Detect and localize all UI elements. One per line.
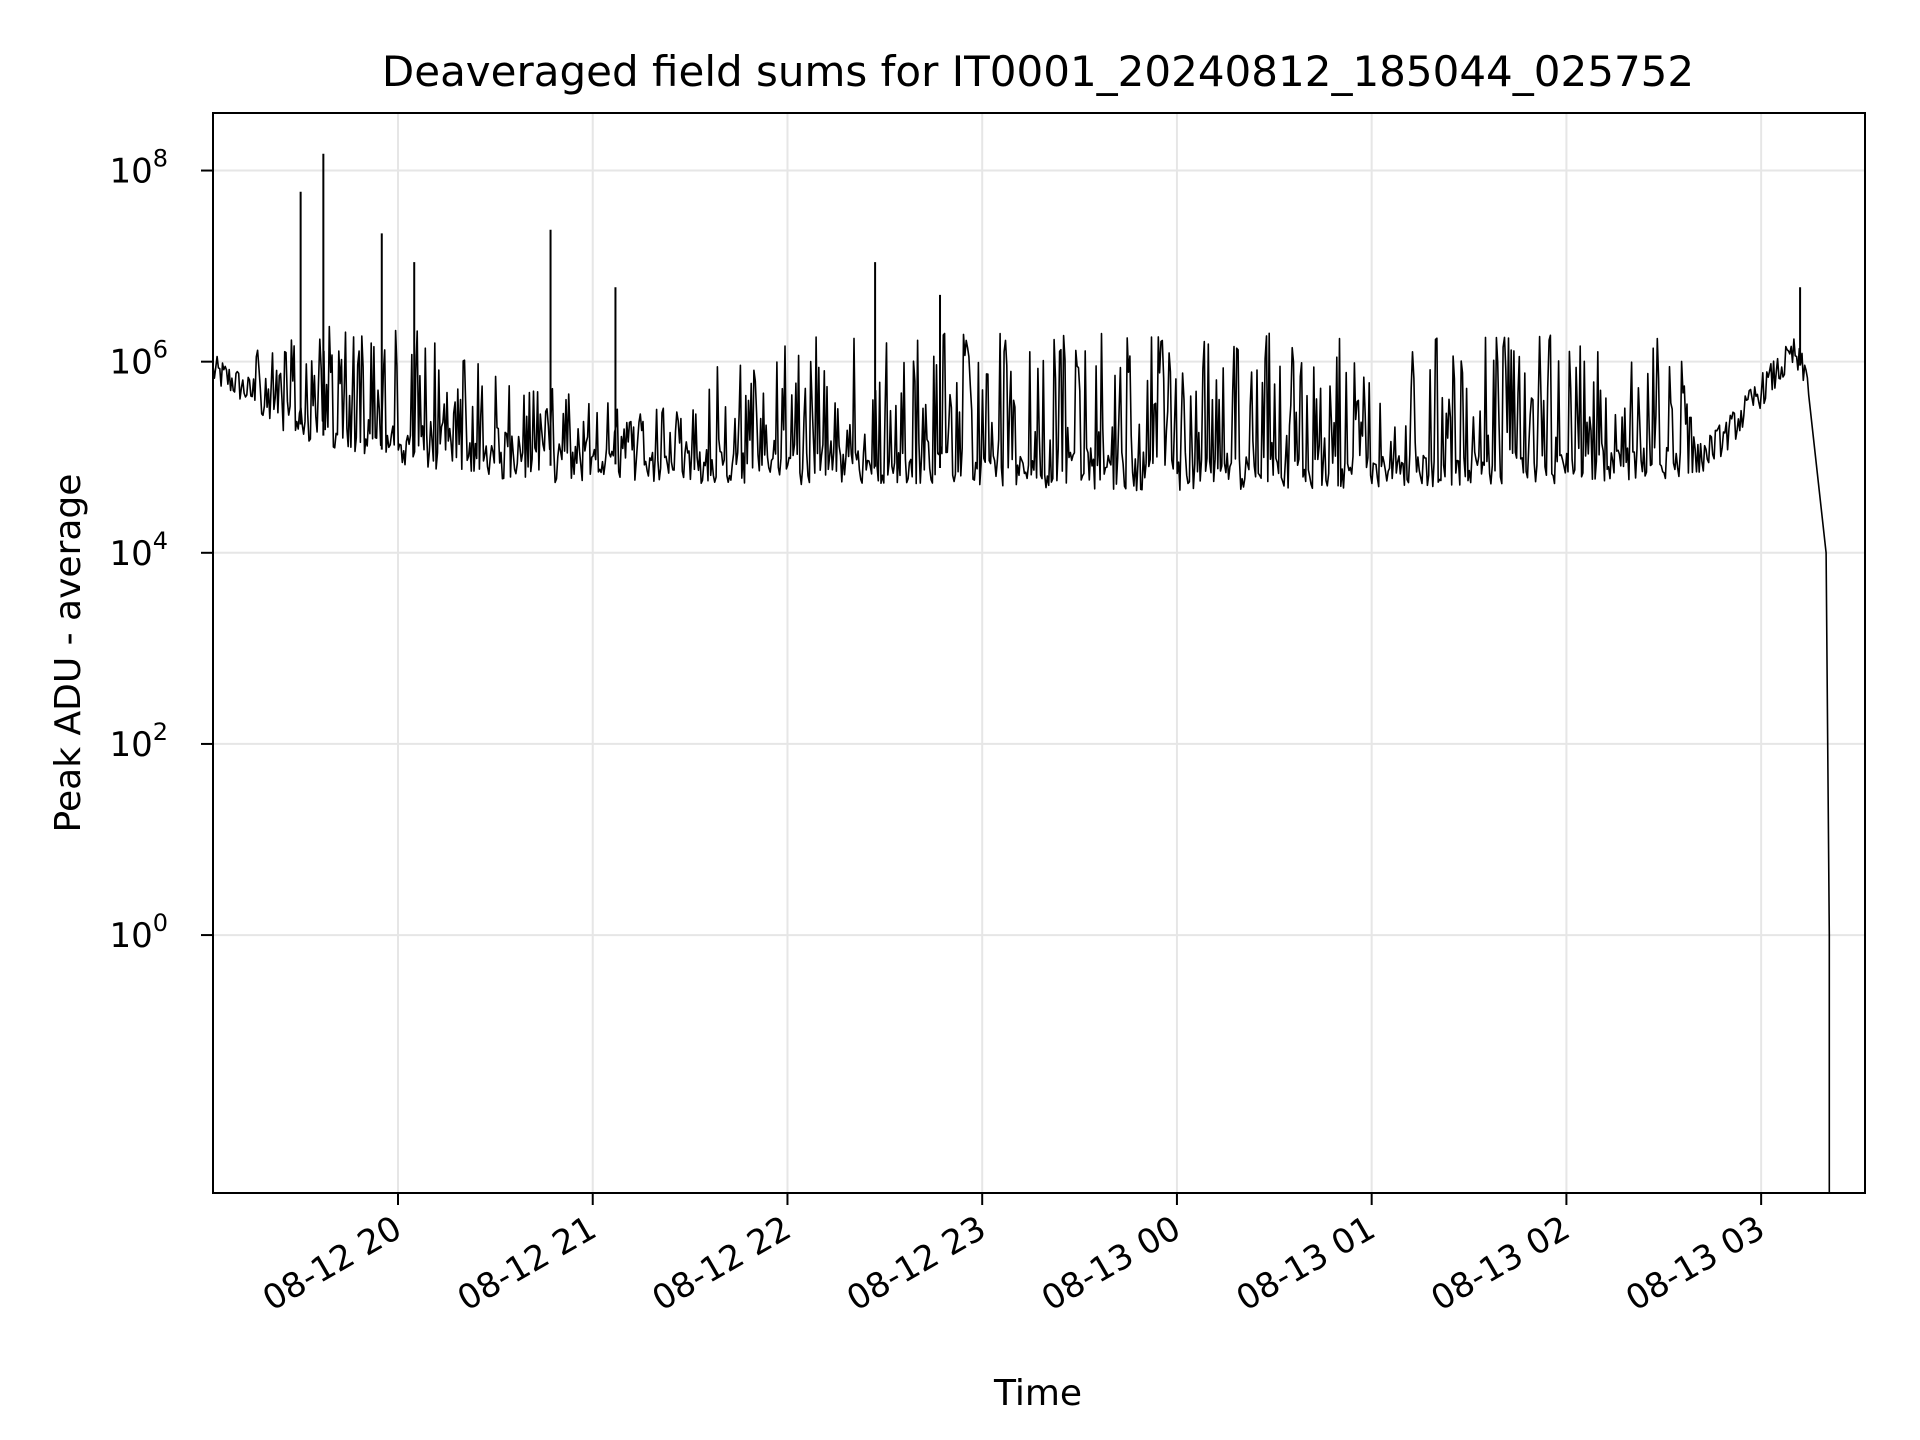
y-axis: 100 102 104 106 108 — [109, 145, 213, 956]
y-tick-label: 108 — [109, 145, 168, 192]
y-axis-label: Peak ADU - average — [48, 474, 89, 833]
axes-frame — [212, 112, 1866, 1194]
y-tick-label: 106 — [109, 336, 168, 383]
y-tick-label: 102 — [109, 718, 168, 765]
series-line — [212, 325, 1831, 1193]
y-tick-label: 100 — [109, 909, 168, 956]
grid — [213, 113, 1865, 1193]
chart-title: Deaveraged field sums for IT0001_2024081… — [382, 47, 1694, 96]
plot-area — [212, 153, 1831, 1193]
y-tick-label: 104 — [109, 527, 168, 574]
x-axis-label: Time — [993, 1373, 1082, 1414]
